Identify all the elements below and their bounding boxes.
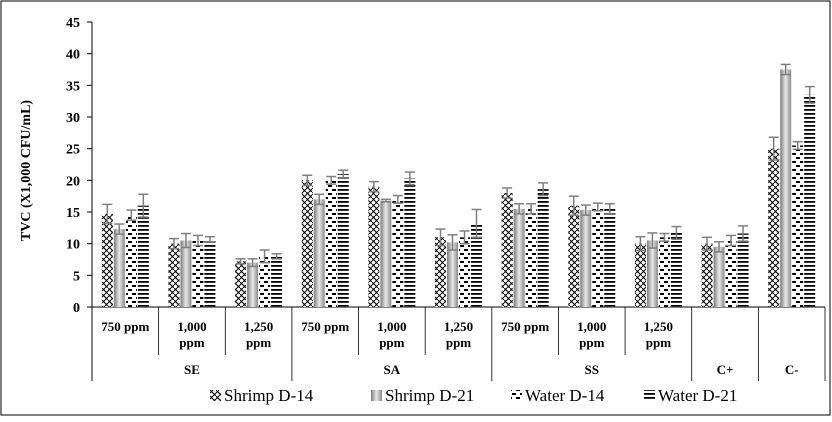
- bar: [337, 174, 349, 307]
- category-label: 1,250: [244, 319, 273, 334]
- group-label: SA: [384, 362, 401, 377]
- bar: [313, 199, 325, 307]
- bar: [192, 240, 204, 307]
- group-label: C-: [785, 362, 799, 377]
- bar: [180, 240, 192, 307]
- y-tick-label: 5: [73, 269, 80, 284]
- group-label: SE: [184, 362, 200, 377]
- category-label: 750 ppm: [501, 319, 549, 334]
- bar: [392, 199, 404, 307]
- bar: [301, 180, 313, 307]
- category-label: ppm: [246, 335, 271, 350]
- category-label: 1,000: [177, 319, 206, 334]
- bars: [101, 69, 816, 307]
- bar: [404, 178, 416, 307]
- category-label: 750 ppm: [101, 319, 149, 334]
- bar: [701, 243, 713, 307]
- bar: [113, 229, 125, 307]
- legend-label: Water D-21: [658, 386, 737, 405]
- bar: [247, 262, 259, 307]
- bar: [525, 208, 537, 307]
- legend-swatch: [210, 390, 221, 401]
- y-tick-label: 10: [66, 238, 80, 253]
- y-tick-label: 25: [66, 143, 80, 158]
- bar: [737, 233, 749, 307]
- y-tick-label: 35: [66, 79, 80, 94]
- bar: [537, 189, 549, 307]
- bar: [592, 206, 604, 307]
- y-tick-label: 45: [66, 16, 80, 31]
- bar: [325, 180, 337, 307]
- bar: [634, 243, 646, 307]
- category-label: ppm: [579, 335, 604, 350]
- legend-swatch: [371, 390, 382, 401]
- bar: [658, 237, 670, 307]
- bar: [471, 223, 482, 307]
- y-tick-label: 30: [66, 111, 80, 126]
- category-label: ppm: [446, 335, 471, 350]
- category-label: ppm: [379, 335, 404, 350]
- category-label: 1,000: [377, 319, 406, 334]
- bar: [168, 243, 180, 307]
- legend-label: Water D-14: [525, 386, 605, 405]
- bar: [271, 256, 283, 307]
- category-label: 1,000: [577, 319, 606, 334]
- legend: Shrimp D-14 Shrimp D-21 Water D-14 Water D-…: [210, 386, 737, 405]
- bar: [101, 213, 113, 307]
- group-label: SS: [585, 362, 599, 377]
- y-tick-label: 15: [66, 206, 80, 221]
- legend-label: Shrimp D-14: [224, 386, 314, 405]
- bar: [670, 232, 682, 307]
- bar: [435, 237, 446, 307]
- y-tick-label: 40: [66, 48, 80, 63]
- bar: [125, 215, 137, 307]
- error-bars: [102, 63, 815, 268]
- bar: [768, 148, 780, 307]
- bar: [646, 240, 658, 307]
- bar: [513, 208, 525, 307]
- y-tick-label: 0: [73, 301, 80, 316]
- legend-swatch: [644, 390, 655, 401]
- bar: [368, 186, 380, 307]
- bar: [501, 193, 513, 307]
- bar: [568, 205, 580, 307]
- category-label: 750 ppm: [301, 319, 349, 334]
- bar: [725, 240, 737, 307]
- category-label: ppm: [179, 335, 204, 350]
- bar: [459, 237, 470, 307]
- bar: [580, 210, 592, 307]
- legend-label: Shrimp D-21: [385, 386, 474, 405]
- bar: [137, 205, 149, 307]
- bar: [447, 242, 458, 307]
- bar: [792, 145, 804, 307]
- y-tick-label: 20: [66, 174, 80, 189]
- bar: [380, 200, 392, 307]
- bar: [604, 208, 616, 307]
- bar: [804, 94, 816, 307]
- group-label: C+: [717, 362, 734, 377]
- category-label: 1,250: [644, 319, 673, 334]
- category-label: 1,250: [444, 319, 473, 334]
- bar: [235, 261, 247, 307]
- bar: [780, 69, 792, 307]
- legend-swatch: [511, 390, 522, 401]
- category-label: ppm: [646, 335, 671, 350]
- bar: [713, 246, 725, 307]
- bar: [204, 239, 216, 307]
- bar: [259, 256, 271, 307]
- y-axis-title: TVC (X1,000 CFU/mL): [19, 100, 34, 241]
